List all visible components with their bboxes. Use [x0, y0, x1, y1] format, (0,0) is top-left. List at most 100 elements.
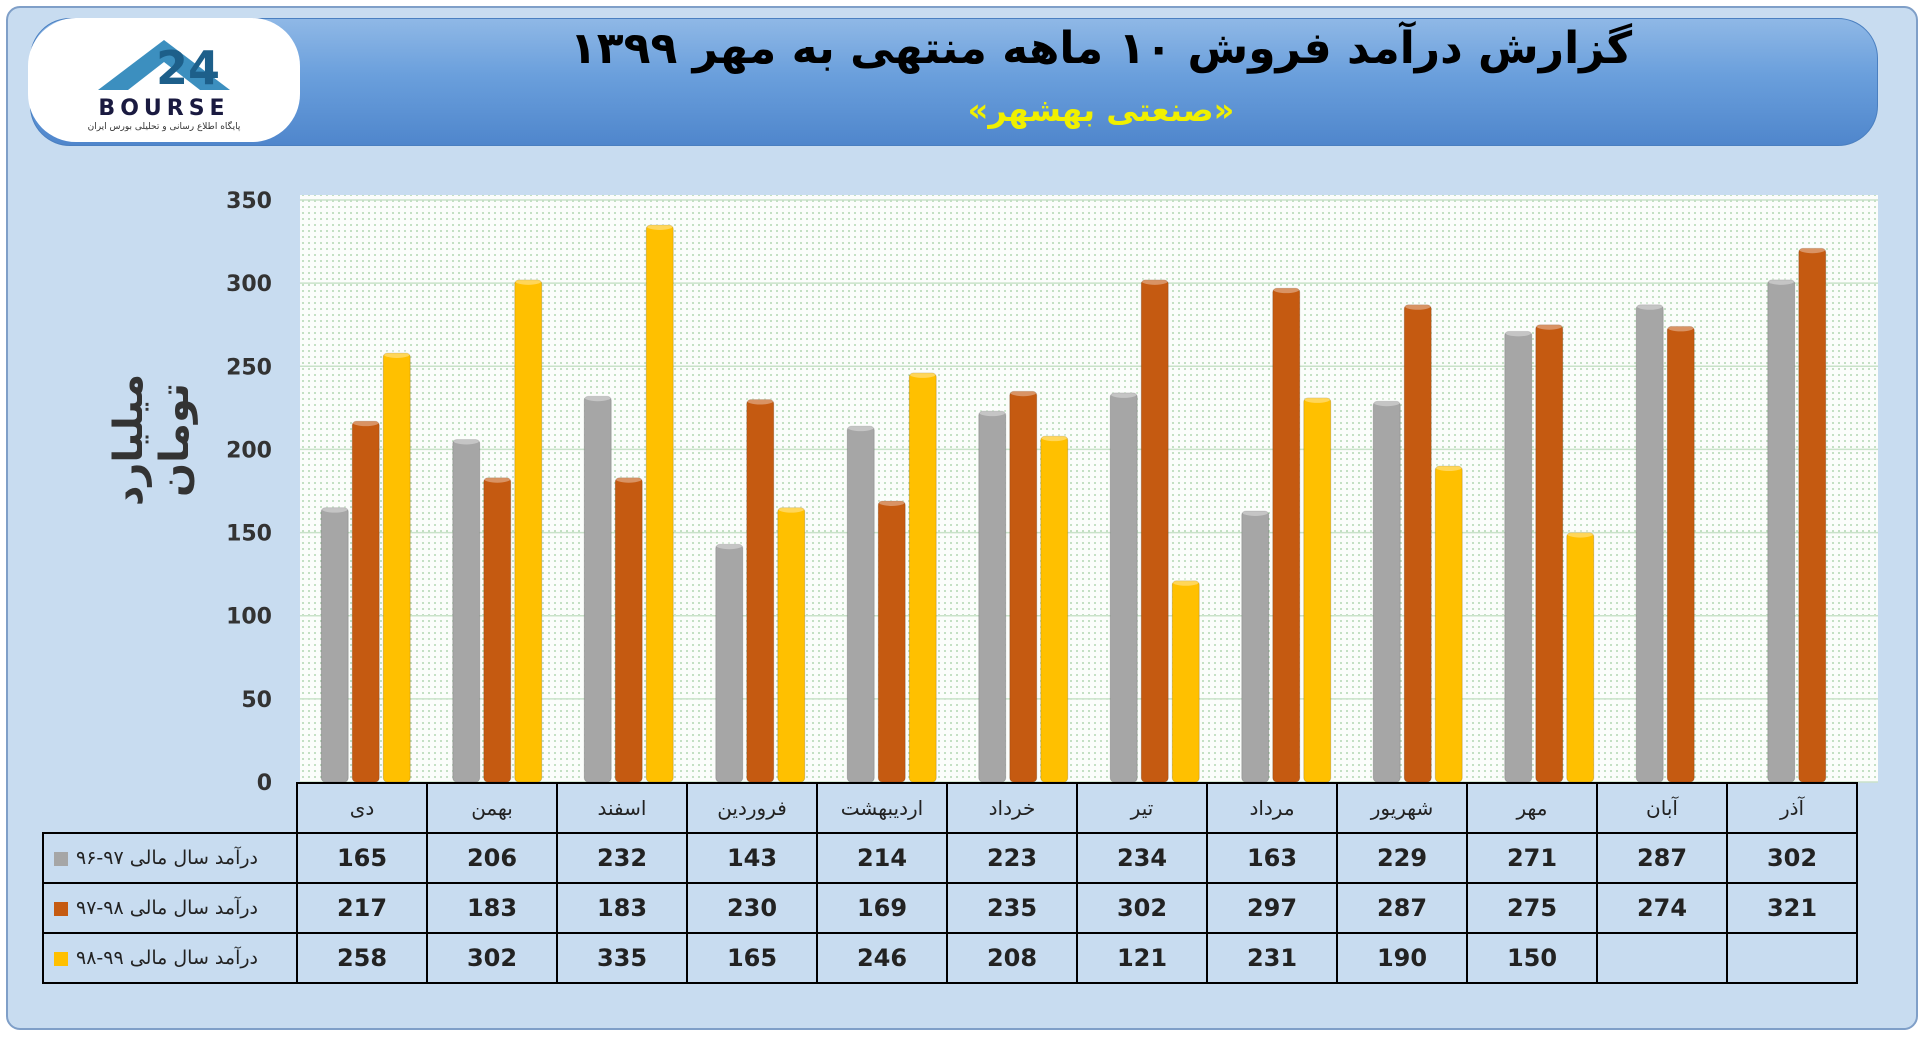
grid-lines — [300, 199, 1878, 783]
bar — [583, 395, 612, 783]
bar — [382, 352, 411, 783]
data-label: 143 — [686, 832, 818, 884]
bar — [452, 438, 481, 783]
logo: 24 BOURSE پایگاه اطلاع رسانی و تحلیلی بو… — [28, 18, 300, 142]
bar — [746, 399, 775, 783]
data-label: 234 — [1076, 832, 1208, 884]
data-label: 183 — [426, 882, 558, 934]
bar-cap — [1241, 507, 1269, 516]
data-label: 183 — [556, 882, 688, 934]
title-banner: گزارش درآمد فروش ۱۰ ماهه منتهی به مهر ۱۳… — [30, 18, 1878, 146]
bar — [908, 372, 937, 783]
data-label: 335 — [556, 932, 688, 984]
bar — [1040, 435, 1069, 783]
legend-label: درآمد سال مالی ۹۹-۹۸ — [76, 947, 258, 969]
bar-cap — [584, 393, 612, 402]
bar — [320, 507, 349, 783]
y-tick-label: 350 — [226, 189, 272, 214]
data-label: 287 — [1596, 832, 1728, 884]
bar-cap — [1373, 398, 1401, 407]
data-label: 275 — [1466, 882, 1598, 934]
data-label: 190 — [1336, 932, 1468, 984]
legend-entry: درآمد سال مالی ۹۷-۹۶ — [42, 832, 298, 884]
bar — [1171, 580, 1200, 783]
bar-cap — [514, 276, 542, 285]
bar — [715, 543, 744, 783]
bar — [1767, 279, 1796, 783]
bar — [1535, 324, 1564, 783]
y-axis-label-text: میلیارد تومان — [106, 373, 198, 507]
bar — [1109, 392, 1138, 783]
bar — [351, 420, 380, 783]
data-label: 230 — [686, 882, 818, 934]
legend-label: درآمد سال مالی ۹۸-۹۷ — [76, 897, 258, 919]
y-tick-label: 200 — [226, 438, 272, 463]
data-label: 208 — [946, 932, 1078, 984]
bar — [614, 477, 643, 783]
bar-cap — [1141, 276, 1169, 285]
y-axis-label: میلیارد تومان — [64, 350, 264, 506]
data-label — [1596, 932, 1728, 984]
bar — [1403, 304, 1432, 783]
bar — [1303, 397, 1332, 783]
bar — [1566, 532, 1595, 783]
y-tick-label: 250 — [226, 355, 272, 380]
category-label: تیر — [1076, 782, 1208, 834]
bar — [1009, 390, 1038, 783]
bar-cap — [483, 474, 511, 483]
category-label: شهریور — [1336, 782, 1468, 834]
logo-text: BOURSE — [98, 96, 230, 121]
legend-label: درآمد سال مالی ۹۷-۹۶ — [76, 847, 258, 869]
category-label: اردیبهشت — [816, 782, 948, 834]
bar — [1798, 247, 1827, 783]
bar-cap — [646, 221, 674, 230]
data-label: 214 — [816, 832, 948, 884]
bar-cap — [452, 436, 480, 445]
data-label: 231 — [1206, 932, 1338, 984]
bar — [1666, 325, 1695, 783]
legend-entry: درآمد سال مالی ۹۹-۹۸ — [42, 932, 298, 984]
bar — [514, 279, 543, 783]
bar — [1372, 400, 1401, 783]
data-label: 229 — [1336, 832, 1468, 884]
data-label: 321 — [1726, 882, 1858, 934]
data-label: 217 — [296, 882, 428, 934]
bar-cap — [715, 541, 743, 550]
data-table: دی بهمن اسفند فروردین اردیبهشت خرداد تیر… — [42, 782, 1858, 984]
bar-cap — [321, 504, 349, 513]
category-label: بهمن — [426, 782, 558, 834]
data-label: 150 — [1466, 932, 1598, 984]
bar-cap — [1172, 577, 1200, 586]
data-label: 302 — [1726, 832, 1858, 884]
bar-cap — [615, 474, 643, 483]
bar-cap — [1535, 321, 1563, 330]
legend-swatch-icon — [54, 851, 68, 866]
data-label: 223 — [946, 832, 1078, 884]
bar — [777, 507, 806, 783]
series-row-98-99: درآمد سال مالی ۹۹-۹۸ 258 302 335 165 246… — [42, 932, 1858, 984]
bars — [320, 221, 1827, 783]
bar-cap — [746, 396, 774, 405]
bar — [645, 224, 674, 783]
y-axis-ticks: 0 50 100 150 200 250 300 350 — [226, 189, 272, 796]
bar-cap — [847, 423, 875, 432]
bar — [877, 500, 906, 783]
category-label: فروردین — [686, 782, 818, 834]
bar-cap — [1767, 276, 1795, 285]
category-label: خرداد — [946, 782, 1078, 834]
bar — [483, 477, 512, 783]
bar-cap — [1636, 301, 1664, 310]
bar-cap — [1566, 529, 1594, 538]
bar-cap — [1667, 323, 1695, 332]
bar — [846, 425, 875, 783]
category-label: آبان — [1596, 782, 1728, 834]
bar-cap — [383, 349, 411, 358]
data-label: 271 — [1466, 832, 1598, 884]
category-label: مرداد — [1206, 782, 1338, 834]
data-label: 232 — [556, 832, 688, 884]
data-label: 297 — [1206, 882, 1338, 934]
bar-cap — [878, 497, 906, 506]
chart-title: گزارش درآمد فروش ۱۰ ماهه منتهی به مهر ۱۳… — [569, 23, 1633, 74]
table-corner — [43, 783, 297, 833]
